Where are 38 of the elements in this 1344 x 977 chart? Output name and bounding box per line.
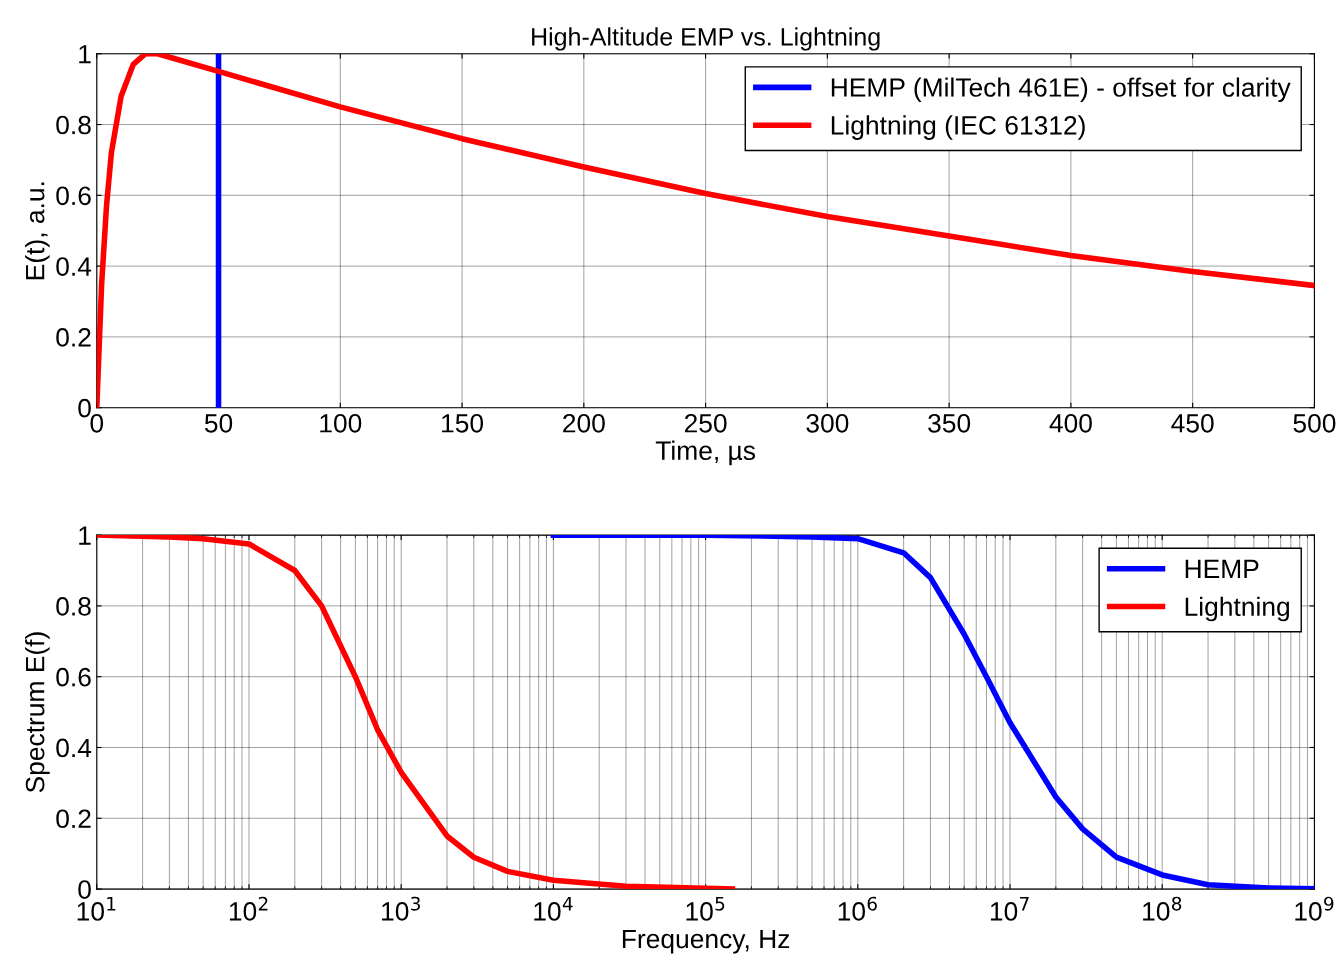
x-tick-label: 450 [1171, 413, 1214, 433]
x-tick-label: 400 [1049, 413, 1092, 433]
y-axis-title: Spectrum E(f) [25, 632, 50, 793]
x-tick-label: 50 [204, 413, 233, 433]
x-tick-label: 250 [684, 413, 727, 433]
y-tick-label: 1 [79, 45, 91, 64]
x-tick-label: 10$^{4}$ [534, 896, 573, 921]
legend-label: Lightning (IEC 61312) [831, 115, 1085, 140]
y-tick-label: 0.2 [56, 328, 91, 347]
legend-label: Lightning [1185, 596, 1289, 622]
x-tick-label: 350 [928, 413, 971, 433]
x-tick-label: 500 [1293, 413, 1336, 433]
y-axis-title: E(t), a.u. [25, 182, 50, 280]
y-tick-label: 0.6 [56, 667, 91, 687]
x-tick-label: 300 [806, 413, 849, 433]
x-tick-label: 10$^{3}$ [382, 896, 420, 921]
legend-label: HEMP (MilTech 461E) - offset for clarity [831, 77, 1291, 103]
y-tick-label: 0.8 [56, 115, 91, 135]
x-tick-label: 10$^{7}$ [990, 896, 1029, 921]
y-tick-label: 0.8 [56, 597, 91, 616]
y-tick-label: 0.4 [56, 257, 92, 276]
x-tick-label: 10$^{9}$ [1295, 896, 1334, 921]
x-tick-label: 10$^{5}$ [686, 896, 725, 921]
x-axis-title: Frequency, Hz [622, 929, 790, 954]
chart-title: High-Altitude EMP vs. Lightning [532, 27, 880, 51]
y-tick-label: 0 [78, 398, 91, 418]
x-tick-label: 10$^{2}$ [229, 896, 268, 921]
x-tick-label: 150 [442, 413, 484, 433]
y-tick-label: 1 [79, 526, 91, 545]
y-tick-label: 0.2 [56, 809, 91, 829]
x-tick-label: 200 [563, 413, 605, 433]
x-tick-label: 10$^{8}$ [1143, 896, 1182, 921]
y-tick-label: 0.6 [56, 186, 91, 206]
y-tick-label: 0.4 [56, 738, 92, 758]
legend-label: HEMP [1185, 559, 1259, 578]
x-tick-label: 10$^{6}$ [838, 896, 877, 921]
x-axis-title: Time, µs [655, 440, 756, 466]
x-tick-label: 100 [320, 413, 362, 433]
